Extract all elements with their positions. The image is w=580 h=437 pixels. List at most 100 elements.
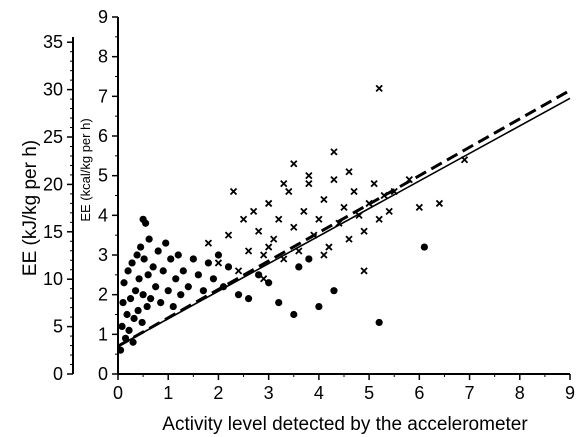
x-tick-label: 9 <box>565 383 575 403</box>
regression-lines <box>117 89 571 348</box>
circle-point <box>145 235 153 243</box>
x-tick-label: 4 <box>314 383 324 403</box>
cross-point <box>290 223 298 231</box>
circle-point <box>139 291 147 299</box>
cross-point <box>325 243 333 251</box>
kj-tick-label: 0 <box>53 364 63 384</box>
cross-point <box>229 187 238 196</box>
circle-point <box>214 251 223 259</box>
kj-tick-label: 35 <box>43 32 63 52</box>
kcal-tick-label: 6 <box>98 126 108 146</box>
cross-point <box>275 215 283 223</box>
cross-point <box>360 227 368 235</box>
cross-point <box>224 231 233 239</box>
circle-point <box>159 267 167 275</box>
x-tick-label: 3 <box>264 383 274 403</box>
cross-point <box>355 211 363 219</box>
kcal-tick-label: 8 <box>98 47 108 67</box>
cross-point <box>350 187 358 196</box>
circle-point <box>172 275 180 283</box>
circle-point <box>167 255 175 263</box>
x-tick-label: 1 <box>163 383 173 403</box>
cross-point <box>249 207 258 216</box>
circle-point <box>125 326 133 334</box>
cross-point <box>265 243 273 251</box>
circle-point <box>177 291 185 299</box>
cross-point <box>335 219 343 227</box>
x-tick-label: 6 <box>414 383 424 403</box>
cross-point <box>360 267 368 275</box>
cross-point <box>305 172 313 180</box>
circle-point <box>199 287 207 295</box>
circle-point <box>164 287 172 295</box>
x-axis-title: Activity level detected by the accelerom… <box>162 414 528 435</box>
cross-point <box>330 148 338 156</box>
circle-point <box>244 295 253 303</box>
circle-point <box>275 299 283 307</box>
circle-point <box>123 310 131 319</box>
circle-point <box>147 295 155 303</box>
cross-point <box>300 207 308 216</box>
circle-point <box>124 267 132 275</box>
circle-point <box>143 302 151 311</box>
cross-point <box>285 187 293 196</box>
cross-point <box>310 231 318 239</box>
circle-point <box>134 306 142 315</box>
circle-point <box>157 299 165 307</box>
circle-point <box>135 275 143 283</box>
kcal-tick-label: 9 <box>98 7 108 27</box>
circle-point <box>330 287 338 295</box>
cross-point <box>390 187 398 196</box>
cross-point <box>320 195 328 204</box>
kcal-tick-label: 2 <box>98 285 108 305</box>
cross-point <box>370 179 378 188</box>
cross-point <box>340 203 348 212</box>
left-y-axis-kj: 0 5 10 15 20 25 30 35 <box>43 32 73 384</box>
circle-point <box>138 318 146 327</box>
circle-point <box>144 271 152 279</box>
circle-point <box>129 338 137 346</box>
circle-point <box>137 243 145 251</box>
circle-point <box>169 302 177 311</box>
kj-tick-label: 5 <box>53 317 63 337</box>
kcal-tick-label: 3 <box>98 245 108 265</box>
kcal-tick-label: 0 <box>98 364 108 384</box>
x-tick-label: 0 <box>113 383 123 403</box>
circle-point <box>140 255 148 263</box>
cross-point <box>345 235 353 243</box>
right-y-axis-kcal: 0 1 2 3 4 5 6 7 8 9 <box>98 7 118 384</box>
cross-point <box>415 203 423 212</box>
circle-point <box>420 243 428 251</box>
circle-point <box>149 263 157 271</box>
dashed-fit-line <box>117 89 571 348</box>
circle-point <box>194 271 202 279</box>
kj-tick-label: 20 <box>43 174 63 194</box>
cross-point <box>330 175 338 184</box>
circle-point <box>295 263 303 271</box>
cross-point <box>305 179 313 188</box>
cross-point <box>265 199 273 208</box>
cross-point <box>460 156 469 164</box>
circle-point <box>290 310 298 319</box>
solid-fit-line <box>117 97 571 347</box>
circle-point <box>154 247 162 255</box>
kcal-tick-label: 5 <box>98 166 108 186</box>
circle-point <box>128 259 136 267</box>
cross-point <box>244 247 253 255</box>
cross-point <box>375 215 383 223</box>
cross-point <box>270 235 278 243</box>
circle-point <box>315 302 323 311</box>
circle-point <box>133 251 141 259</box>
circle-point <box>209 275 218 283</box>
kcal-tick-label: 1 <box>98 324 108 344</box>
cross-point <box>385 207 393 216</box>
x-tick-label: 7 <box>465 383 475 403</box>
cross-point <box>345 168 353 176</box>
cross-point <box>315 215 323 223</box>
circle-point <box>189 255 197 263</box>
kcal-tick-label: 7 <box>98 86 108 106</box>
cross-point <box>380 191 388 200</box>
circle-point <box>139 215 147 223</box>
x-axis: 0 1 2 3 4 5 6 7 8 9 <box>113 374 575 403</box>
